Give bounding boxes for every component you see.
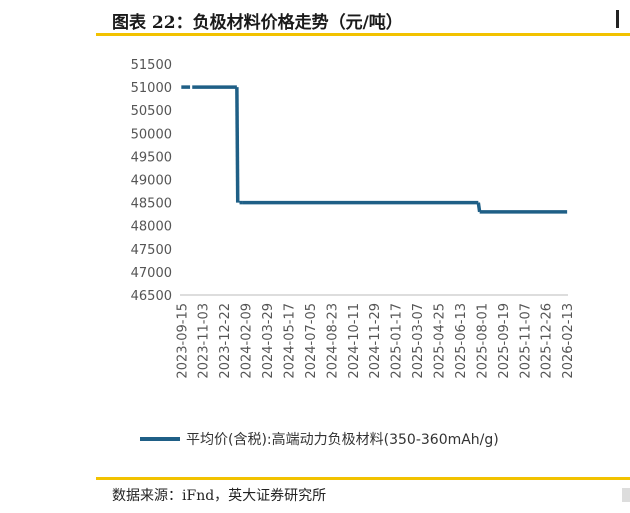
y-tick-label: 46500: [131, 289, 172, 304]
x-tick-label: 2023-11-03: [197, 303, 212, 379]
x-tick-label: 2026-02-13: [561, 303, 576, 379]
top-rule: [96, 33, 630, 36]
y-tick-label: 51000: [131, 81, 172, 96]
y-tick-label: 47000: [131, 266, 172, 281]
y-tick-label: 50500: [131, 104, 172, 119]
edge-marker: [616, 10, 619, 28]
legend-label: 平均价(含税):高端动力负极材料(350-360mAh/g): [186, 431, 499, 448]
x-tick-label: 2024-02-09: [240, 303, 255, 379]
x-tick-label: 2025-12-26: [540, 303, 555, 379]
chart-title: 图表 22：负极材料价格走势（元/吨）: [112, 13, 403, 33]
y-tick-label: 49500: [131, 150, 172, 165]
series-line-segment: [476, 202, 482, 213]
y-tick-label: 50000: [131, 127, 172, 142]
x-tick-label: 2024-03-29: [261, 303, 276, 379]
x-tick-label: 2024-10-11: [347, 303, 362, 379]
x-tick-label: 2025-08-01: [475, 303, 490, 379]
bottom-rule: [96, 477, 630, 480]
y-tick-label: 47500: [131, 243, 172, 258]
y-tick-label: 49000: [131, 174, 172, 189]
y-tick-label: 48500: [131, 197, 172, 212]
x-tick-label: 2024-11-29: [368, 303, 383, 379]
x-tick-label: 2025-09-19: [497, 303, 512, 379]
x-tick-label: 2025-01-17: [390, 303, 405, 379]
x-tick-label: 2024-07-05: [304, 303, 319, 379]
x-tick-label: 2025-04-25: [433, 303, 448, 379]
y-tick-label: 51500: [131, 58, 172, 73]
edge-marker-bottom: [622, 488, 630, 502]
series-line-segment: [235, 87, 240, 203]
x-tick-label: 2025-11-07: [518, 303, 533, 379]
x-tick-label: 2024-08-23: [325, 303, 340, 379]
data-source: 数据来源：iFnd，英大证券研究所: [112, 488, 327, 504]
x-tick-label: 2025-03-07: [411, 303, 426, 379]
x-tick-label: 2023-12-22: [218, 303, 233, 379]
x-tick-label: 2023-09-15: [175, 303, 190, 379]
y-tick-label: 48000: [131, 220, 172, 235]
x-tick-label: 2024-05-17: [282, 303, 297, 379]
x-tick-label: 2025-06-13: [454, 303, 469, 379]
